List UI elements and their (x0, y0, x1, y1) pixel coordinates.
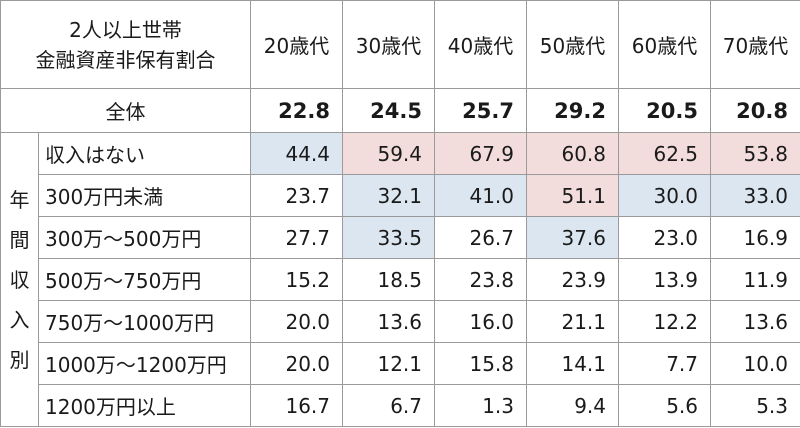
group-label-char: 間 (9, 227, 30, 252)
title-line-2: 金融資産非保有割合 (35, 47, 216, 72)
value-cell: 27.7 (250, 216, 343, 259)
value-cell: 18.5 (342, 258, 435, 301)
table-row: 年間収入別収入はない 44.4 59.4 67.9 60.8 62.5 53.8 (0, 132, 800, 427)
row-label: 1200万円以上 (38, 384, 251, 427)
age-header-50s: 50歳代 (526, 0, 619, 89)
total-row: 全体 22.8 24.5 25.7 29.2 20.5 20.8 (0, 88, 800, 133)
value-cell: 60.8 (526, 132, 619, 175)
header-row: 2人以上世帯 金融資産非保有割合 20歳代 30歳代 40歳代 50歳代 60歳… (0, 0, 800, 89)
value-cell: 5.3 (710, 384, 800, 427)
total-value: 25.7 (434, 88, 527, 133)
value-cell: 53.8 (710, 132, 800, 175)
value-cell: 13.9 (618, 258, 711, 301)
value-cell: 44.4 (250, 132, 343, 175)
value-cell: 6.7 (342, 384, 435, 427)
value-cell: 12.1 (342, 342, 435, 385)
value-cell: 15.8 (434, 342, 527, 385)
age-header-70s: 70歳代 (710, 0, 800, 89)
value-cell: 16.9 (710, 216, 800, 259)
value-cell: 9.4 (526, 384, 619, 427)
value-cell: 23.7 (250, 174, 343, 217)
value-cell: 20.0 (250, 342, 343, 385)
group-label-char: 年 (9, 187, 30, 212)
value-cell: 13.6 (342, 300, 435, 343)
age-header-40s: 40歳代 (434, 0, 527, 89)
group-label-char: 収 (9, 267, 30, 292)
title-line-1: 2人以上世帯 (69, 17, 182, 42)
row-label: 1000万～1200万円 (38, 342, 251, 385)
table-row: 1000万～1200万円 20.0 12.1 15.8 14.1 7.7 10.0 (1, 342, 800, 385)
value-cell: 15.2 (250, 258, 343, 301)
row-label: 300万～500万円 (38, 216, 251, 259)
table-row: 1200万円以上 16.7 6.7 1.3 9.4 5.6 5.3 (1, 384, 800, 427)
table-row: 300万円未満 23.7 32.1 41.0 51.1 30.0 33.0 (1, 174, 800, 217)
value-cell: 23.8 (434, 258, 527, 301)
total-value: 20.8 (710, 88, 800, 133)
table-title: 2人以上世帯 金融資産非保有割合 (0, 0, 251, 89)
row-label: 300万円未満 (38, 174, 251, 217)
value-cell: 20.0 (250, 300, 343, 343)
value-cell: 16.0 (434, 300, 527, 343)
row-label: 500万～750万円 (38, 258, 251, 301)
row-label: 収入はない (38, 132, 251, 175)
value-cell: 13.6 (710, 300, 800, 343)
age-header-30s: 30歳代 (342, 0, 435, 89)
row-label: 750万～1000万円 (38, 300, 251, 343)
value-cell: 23.9 (526, 258, 619, 301)
value-cell: 67.9 (434, 132, 527, 175)
value-cell: 37.6 (526, 216, 619, 259)
value-cell: 30.0 (618, 174, 711, 217)
value-cell: 51.1 (526, 174, 619, 217)
income-rows: 年間収入別収入はない 44.4 59.4 67.9 60.8 62.5 53.8 300万円未… (0, 132, 800, 427)
value-cell: 12.2 (618, 300, 711, 343)
age-header-60s: 60歳代 (618, 0, 711, 89)
value-cell: 7.7 (618, 342, 711, 385)
value-cell: 33.5 (342, 216, 435, 259)
value-cell: 32.1 (342, 174, 435, 217)
age-header-20s: 20歳代 (250, 0, 343, 89)
total-value: 29.2 (526, 88, 619, 133)
group-label-annual-income: 年間収入別 (0, 132, 39, 427)
value-cell: 5.6 (618, 384, 711, 427)
value-cell: 23.0 (618, 216, 711, 259)
value-cell: 62.5 (618, 132, 711, 175)
value-cell: 26.7 (434, 216, 527, 259)
value-cell: 16.7 (250, 384, 343, 427)
value-cell: 33.0 (710, 174, 800, 217)
total-value: 22.8 (250, 88, 343, 133)
total-value: 20.5 (618, 88, 711, 133)
total-label: 全体 (0, 88, 251, 133)
value-cell: 11.9 (710, 258, 800, 301)
value-cell: 14.1 (526, 342, 619, 385)
value-cell: 41.0 (434, 174, 527, 217)
value-cell: 1.3 (434, 384, 527, 427)
table-row: 500万～750万円 15.2 18.5 23.8 23.9 13.9 11.9 (1, 258, 800, 301)
total-value: 24.5 (342, 88, 435, 133)
table-row: 300万～500万円 27.7 33.5 26.7 37.6 23.0 16.9 (1, 216, 800, 259)
group-label-char: 入 (9, 307, 30, 332)
table-row: 750万～1000万円 20.0 13.6 16.0 21.1 12.2 13.6 (1, 300, 800, 343)
value-cell: 10.0 (710, 342, 800, 385)
value-cell: 21.1 (526, 300, 619, 343)
value-cell: 59.4 (342, 132, 435, 175)
group-label-char: 別 (9, 347, 30, 372)
